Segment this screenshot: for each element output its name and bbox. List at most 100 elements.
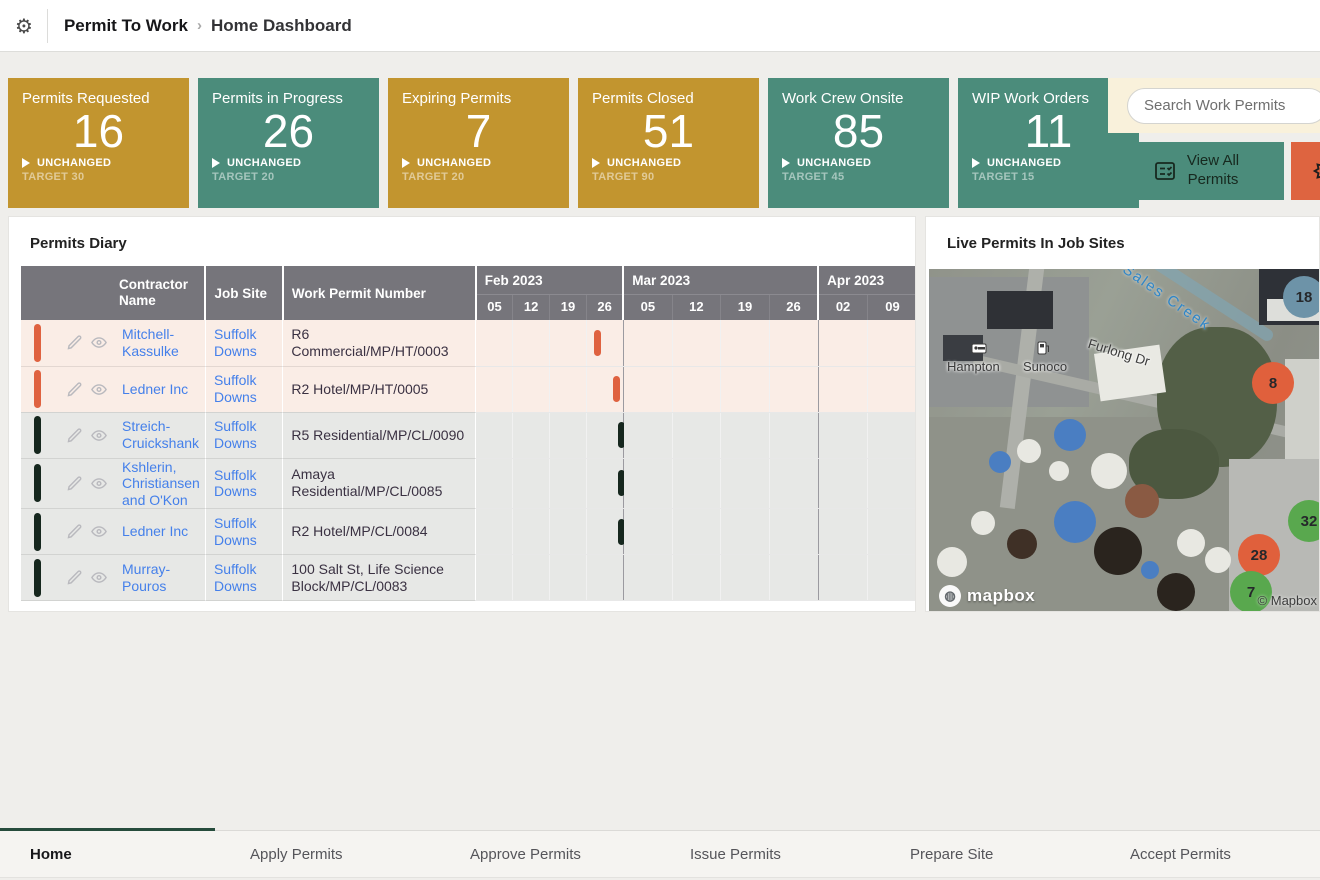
nav-item-approve-permits[interactable]: Approve Permits [470,845,581,863]
kpi-card-trend-label: UNCHANGED [987,157,1062,170]
view-all-permits-button[interactable]: View All Permits [1108,142,1284,200]
column-header-job-site[interactable]: Job Site [205,266,284,320]
diary-gantt-cell [585,554,624,602]
diary-gantt-cell [622,554,673,602]
trend-arrow-icon [592,158,600,169]
diary-gantt-cell [768,458,819,510]
diary-gantt-cell [512,508,550,556]
breadcrumb-app-title[interactable]: Permit To Work [63,15,188,35]
view-eye-icon[interactable] [90,523,108,540]
map-pin-count: 32 [1300,512,1318,530]
contractor-link[interactable]: Murray-Pouros [122,561,171,594]
diary-week-header: 12 [671,294,721,320]
diary-gantt-cell [817,412,868,459]
map-storage-tank [937,547,967,577]
diary-gantt-cell [585,508,625,556]
contractor-link[interactable]: Kshlerin, Christiansen and O'Kon [122,458,200,508]
diary-gantt-cell [768,508,819,556]
map-pin[interactable]: 7 [1230,571,1272,611]
settings-gear-icon[interactable]: ⚙ [15,13,33,38]
gantt-marker[interactable] [612,376,620,402]
map-pin[interactable]: 18 [1283,276,1319,318]
secondary-action-button[interactable] [1291,142,1320,200]
diary-gantt-cell [585,412,625,459]
edit-pencil-icon[interactable] [66,475,83,492]
kpi-card[interactable]: Expiring Permits 7 UNCHANGED TARGET 20 [388,78,569,208]
map-storage-tank [1054,419,1086,451]
kpi-card[interactable]: Permits Requested 16 UNCHANGED TARGET 30 [8,78,189,208]
diary-gantt-cell [817,366,868,413]
gantt-marker[interactable] [617,470,625,497]
diary-gantt-cell [768,366,819,413]
kpi-card-label: Permits in Progress [212,90,343,107]
kpi-card-value: 26 [262,105,315,157]
kpi-card-label: WIP Work Orders [972,90,1089,107]
diary-cell-contractor: Ledner Inc [21,366,206,413]
diary-gantt-cell [549,412,587,459]
map-pin[interactable]: 32 [1288,500,1319,542]
kpi-card[interactable]: Permits Closed 51 UNCHANGED TARGET 90 [578,78,759,208]
map-pin-count: 8 [1268,374,1278,392]
edit-pencil-icon[interactable] [66,381,83,398]
nav-item-issue-permits[interactable]: Issue Permits [690,845,781,863]
kpi-card[interactable]: Permits in Progress 26 UNCHANGED TARGET 20 [198,78,379,208]
nav-item-home[interactable]: Home [0,828,220,877]
column-header-contractor[interactable]: Contractor Name [21,266,207,320]
gantt-marker[interactable] [617,422,625,448]
edit-pencil-icon[interactable] [66,523,83,540]
search-input[interactable] [1127,87,1320,124]
diary-gantt-cell [720,554,770,602]
kpi-card-trend-label: UNCHANGED [417,157,492,170]
mapbox-logo[interactable]: ◍ mapbox [939,585,1035,607]
diary-gantt-cell [817,508,868,556]
gantt-marker[interactable] [617,518,625,545]
live-permits-map-panel: Live Permits In Job Sites Sales Creek Fu… [925,216,1320,612]
diary-cell-permit-number: R2 Hotel/MP/CL/0084 [282,508,477,556]
map-pin-count: 28 [1250,546,1268,564]
diary-cell-job-site: Suffolk Downs [205,554,284,602]
contractor-link[interactable]: Streich-Cruickshank [122,418,200,451]
gantt-marker[interactable] [593,329,601,356]
nav-item-apply-permits[interactable]: Apply Permits [250,845,343,863]
map-pin[interactable]: 8 [1252,362,1294,404]
diary-gantt-cell [549,508,587,556]
contractor-link[interactable]: Mitchell-Kassulke [122,326,179,359]
map-label-gas: Sunoco [1023,359,1068,374]
job-site-link[interactable]: Suffolk Downs [213,561,257,594]
diary-table-row: Murray-Pouros Suffolk Downs 100 Salt St, L… [21,554,915,602]
nav-item-prepare-site[interactable]: Prepare Site [910,845,994,863]
job-site-link[interactable]: Suffolk Downs [213,418,257,451]
column-header-permit-number[interactable]: Work Permit Number [282,266,477,320]
diary-month-header: Mar 2023 [622,266,819,295]
view-eye-icon[interactable] [90,569,108,586]
diary-table-row: Streich-Cruickshank Suffolk Downs R5 Resid… [21,412,915,459]
edit-pencil-icon[interactable] [66,334,83,351]
diary-gantt-cell [622,366,673,413]
map-attribution[interactable]: © Mapbox [1257,593,1317,608]
kpi-card[interactable]: Work Crew Onsite 85 UNCHANGED TARGET 45 [768,78,949,208]
view-eye-icon[interactable] [90,334,108,351]
diary-month-header-row: Contractor Name Job Site Work Permit Num… [21,266,915,320]
job-site-link[interactable]: Suffolk Downs [213,466,257,500]
map-storage-tank [1141,561,1159,579]
diary-gantt-cell [867,554,915,602]
diary-gantt-cell [671,458,721,510]
nav-item-accept-permits[interactable]: Accept Permits [1130,845,1231,863]
view-eye-icon[interactable] [90,381,108,398]
contractor-link[interactable]: Ledner Inc [122,380,189,397]
edit-pencil-icon[interactable] [66,569,83,586]
job-site-link[interactable]: Suffolk Downs [213,515,257,548]
diary-gantt-cell [475,554,513,602]
contractor-link[interactable]: Ledner Inc [122,523,189,540]
diary-gantt-cell [720,366,770,413]
diary-cell-permit-number: R2 Hotel/MP/HT/0005 [282,366,477,413]
satellite-map[interactable]: Sales Creek Furlong Dr Hampton Sunoco 18… [929,269,1319,611]
diary-gantt-cell [720,508,770,556]
map-pin[interactable]: 28 [1238,534,1280,576]
job-site-link[interactable]: Suffolk Downs [213,372,257,405]
job-site-link[interactable]: Suffolk Downs [213,326,257,359]
diary-gantt-cell [720,458,770,510]
edit-pencil-icon[interactable] [66,427,83,444]
view-eye-icon[interactable] [90,427,108,444]
view-eye-icon[interactable] [90,475,108,492]
